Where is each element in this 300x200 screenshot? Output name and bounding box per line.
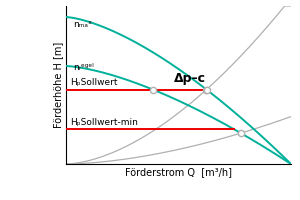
Text: nₘₐˣ: nₘₐˣ	[73, 20, 92, 29]
Text: nᵣᵉᵍᵉˡ: nᵣᵉᵍᵉˡ	[73, 63, 94, 72]
X-axis label: Förderstrom Q  [m³/h]: Förderstrom Q [m³/h]	[125, 167, 232, 177]
Text: Δp–c: Δp–c	[174, 72, 206, 85]
Text: HₚSollwert-min: HₚSollwert-min	[70, 118, 138, 127]
Text: HₚSollwert: HₚSollwert	[70, 78, 118, 87]
Y-axis label: Förderhöhe H [m]: Förderhöhe H [m]	[53, 42, 63, 128]
